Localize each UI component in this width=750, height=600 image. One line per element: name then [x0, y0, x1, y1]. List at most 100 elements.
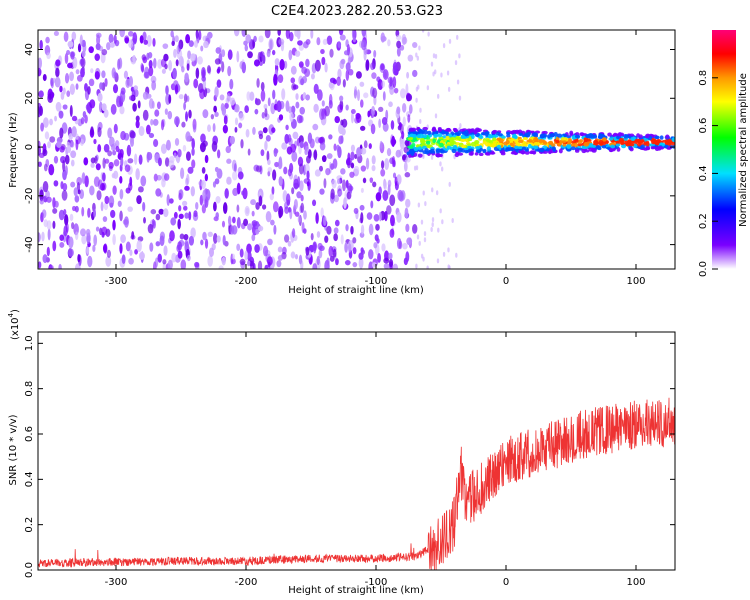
signal-speckle	[471, 134, 475, 140]
noise-speckle	[300, 202, 305, 214]
transition-speckle	[436, 258, 440, 264]
noise-speckle	[120, 130, 126, 141]
noise-speckle	[149, 242, 154, 252]
noise-speckle	[281, 142, 288, 150]
signal-speckle	[627, 141, 632, 145]
noise-speckle	[85, 228, 91, 237]
noise-speckle	[277, 74, 284, 84]
noise-speckle	[247, 260, 251, 267]
signal-speckle	[530, 145, 535, 149]
noise-speckle	[160, 119, 165, 131]
noise-speckle	[236, 217, 241, 229]
noise-speckle	[237, 171, 244, 180]
noise-speckle	[164, 108, 168, 115]
noise-speckle	[320, 49, 325, 55]
noise-speckle	[81, 172, 86, 184]
noise-speckle	[253, 35, 257, 43]
noise-speckle	[140, 175, 147, 187]
noise-speckle	[251, 220, 258, 227]
signal-speckle	[542, 134, 547, 138]
signal-speckle	[487, 134, 493, 139]
signal-speckle	[571, 135, 576, 140]
noise-speckle	[340, 234, 344, 245]
noise-speckle	[354, 154, 358, 160]
signal-speckle	[451, 148, 457, 154]
noise-speckle	[283, 166, 288, 175]
noise-speckle	[69, 213, 74, 222]
noise-speckle	[141, 64, 145, 73]
noise-speckle	[113, 159, 120, 167]
noise-speckle	[94, 155, 98, 164]
noise-speckle	[332, 79, 337, 85]
top-x-tick-label: -300	[105, 276, 128, 287]
bottom-y-tick-label: 0.0	[24, 562, 35, 578]
noise-speckle	[49, 118, 53, 126]
signal-speckle	[645, 142, 650, 147]
noise-speckle	[258, 35, 264, 43]
noise-speckle	[289, 111, 294, 123]
noise-speckle	[360, 247, 364, 254]
noise-speckle	[180, 167, 185, 180]
noise-speckle	[305, 94, 310, 101]
signal-speckle	[510, 146, 515, 151]
top-y-tick-label: 0	[24, 144, 35, 150]
noise-speckle	[330, 188, 335, 200]
noise-speckle	[304, 68, 311, 77]
top-x-tick-label: 100	[626, 276, 645, 287]
signal-speckle	[474, 139, 480, 145]
signal-speckle	[500, 135, 506, 139]
noise-speckle	[62, 104, 68, 110]
signal-speckle	[453, 128, 458, 133]
noise-speckle	[326, 225, 332, 235]
noise-speckle	[159, 231, 166, 241]
signal-speckle	[583, 138, 588, 143]
noise-speckle	[58, 209, 65, 221]
noise-speckle	[101, 48, 108, 56]
noise-speckle	[88, 78, 95, 87]
transition-speckle	[432, 53, 436, 59]
noise-speckle	[312, 123, 319, 131]
noise-speckle	[191, 159, 196, 169]
noise-speckle	[125, 187, 131, 194]
noise-speckle	[49, 136, 56, 143]
noise-speckle	[315, 212, 319, 224]
noise-speckle	[377, 253, 381, 263]
noise-speckle	[119, 30, 125, 38]
noise-speckle	[75, 83, 79, 90]
noise-speckle	[154, 109, 160, 117]
noise-speckle	[297, 215, 302, 223]
noise-speckle	[200, 133, 206, 143]
noise-speckle	[160, 143, 167, 154]
noise-speckle	[107, 127, 113, 139]
noise-speckle	[67, 145, 72, 154]
noise-speckle	[408, 104, 413, 114]
noise-speckle	[215, 47, 222, 54]
noise-speckle	[242, 187, 248, 200]
transition-speckle	[455, 252, 458, 258]
noise-speckle	[323, 216, 327, 227]
noise-speckle	[273, 147, 278, 157]
noise-speckle	[185, 111, 189, 122]
noise-speckle	[241, 190, 245, 196]
noise-speckle	[371, 155, 376, 165]
noise-speckle	[168, 156, 175, 164]
noise-speckle	[88, 46, 94, 54]
noise-speckle	[112, 219, 116, 231]
noise-speckle	[153, 173, 158, 182]
noise-speckle	[39, 199, 44, 205]
noise-speckle	[268, 38, 274, 51]
noise-speckle	[145, 124, 151, 135]
noise-speckle	[405, 223, 410, 233]
noise-speckle	[373, 50, 377, 58]
noise-speckle	[190, 227, 196, 239]
noise-speckle	[278, 114, 284, 121]
signal-speckle	[445, 135, 450, 140]
noise-speckle	[276, 100, 282, 113]
noise-speckle	[319, 108, 325, 121]
noise-speckle	[127, 30, 134, 37]
noise-speckle	[272, 169, 277, 181]
noise-speckle	[116, 95, 122, 108]
noise-speckle	[322, 38, 328, 46]
noise-speckle	[69, 141, 75, 148]
noise-speckle	[219, 94, 225, 101]
